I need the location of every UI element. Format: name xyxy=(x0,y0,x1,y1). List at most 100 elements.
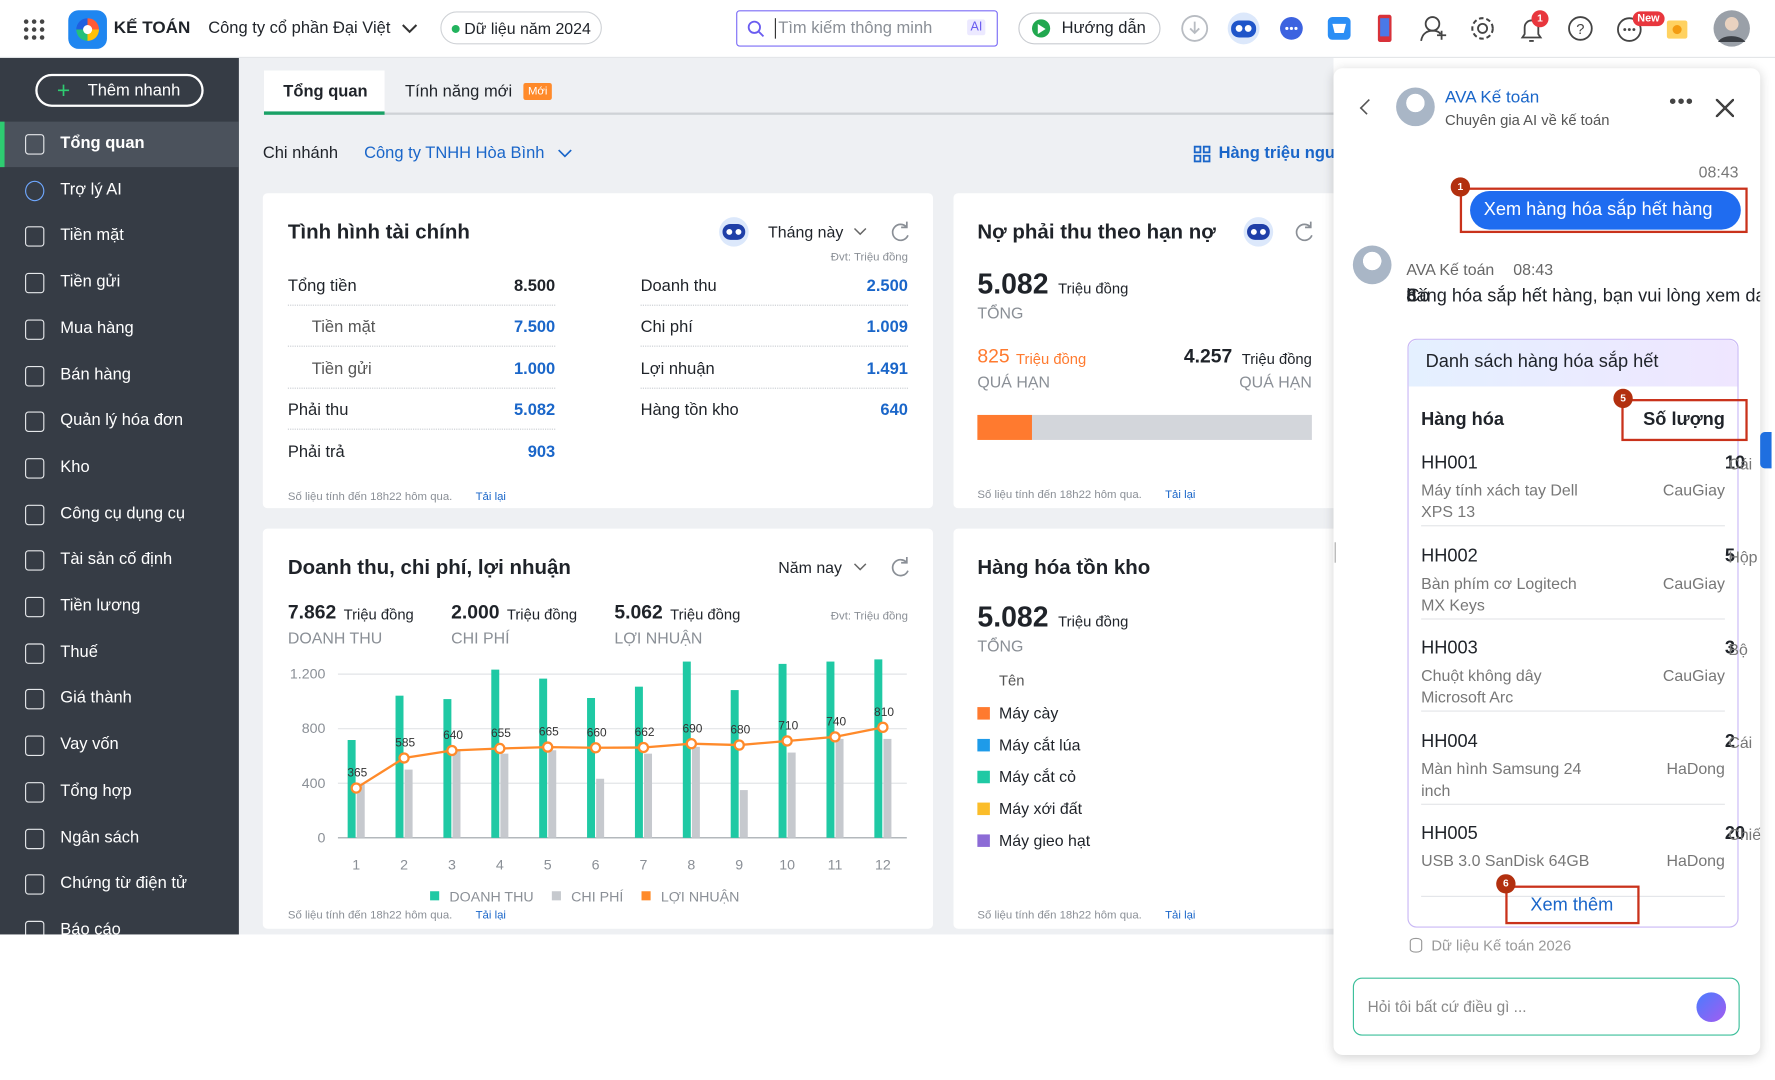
menu-item[interactable]: Giá thành xyxy=(0,677,239,722)
menu-item[interactable]: Kho xyxy=(0,446,239,491)
tab-active[interactable]: Tổng quan xyxy=(263,70,385,115)
menu-icon xyxy=(25,272,45,294)
search-placeholder: Tìm kiếm thông minh xyxy=(774,18,932,39)
segment-unit: Triệu đồng xyxy=(1241,350,1312,368)
x-tick-label: 9 xyxy=(735,858,743,874)
total-label: TỔNG xyxy=(977,303,1024,322)
highlight-box[interactable] xyxy=(1505,885,1640,925)
menu-label: Báo cáo xyxy=(60,920,121,935)
summary-label: CHI PHÍ xyxy=(451,628,510,647)
qty-unit: Bộ xyxy=(1728,640,1748,659)
menu-label: Quản lý hóa đơn xyxy=(60,411,184,430)
menu-item[interactable]: Trợ lý AI xyxy=(0,168,239,213)
menu-item[interactable]: Tổng quan xyxy=(0,121,239,168)
menu-item[interactable]: Tài sản cố định xyxy=(0,538,239,583)
reload-link[interactable]: Tải lại xyxy=(1165,909,1196,922)
reload-link[interactable]: Tải lại xyxy=(475,909,506,922)
data-year-pill[interactable]: Dữ liệu năm 2024 xyxy=(440,11,602,45)
x-tick-label: 2 xyxy=(400,858,408,874)
menu-item[interactable]: Công cụ dụng cụ xyxy=(0,492,239,537)
menu-icon xyxy=(25,226,45,248)
menu-item[interactable]: Quản lý hóa đơn xyxy=(0,399,239,444)
total-unit: Triệu đồng xyxy=(1058,279,1129,297)
item-divider xyxy=(1421,803,1725,805)
finance-value: 1.000 xyxy=(513,360,556,379)
menu-item[interactable]: Chứng từ điện tử xyxy=(0,862,239,907)
view-more[interactable]: Xem thêm xyxy=(1530,895,1614,916)
menu-item[interactable]: Thuế xyxy=(0,631,239,676)
summary-unit: Triệu đồng xyxy=(343,605,414,623)
bar xyxy=(539,678,548,838)
refresh-icon xyxy=(891,221,909,242)
more-button[interactable]: ••• xyxy=(1669,89,1695,113)
menu-label: Kho xyxy=(60,458,90,477)
legend-swatch xyxy=(977,834,990,847)
menu-icon xyxy=(25,319,45,340)
period-select[interactable]: Tháng này xyxy=(768,222,844,242)
close-button[interactable] xyxy=(1715,98,1735,118)
chevron xyxy=(558,149,572,158)
side-tab[interactable] xyxy=(1760,431,1772,469)
finance-label: Phải thu xyxy=(287,401,349,420)
guide-button[interactable]: Hướng dẫn xyxy=(1018,12,1161,45)
qty-value: 20 xyxy=(1724,824,1746,844)
card-title: Nợ phải thu theo hạn nợ xyxy=(977,220,1216,244)
menu-item[interactable]: Ngân sách xyxy=(0,816,239,861)
search-box[interactable]: Tìm kiếm thông minh AI xyxy=(736,10,998,47)
bar xyxy=(778,663,787,838)
branch-value[interactable]: Công ty TNHH Hòa Bình xyxy=(364,144,545,163)
finance-value: 2.500 xyxy=(866,277,908,296)
receivables-card xyxy=(953,193,1341,509)
send-button[interactable] xyxy=(1696,992,1727,1022)
menu-icon xyxy=(25,828,45,849)
reload-link[interactable]: Tải lại xyxy=(475,491,506,504)
menu-item[interactable]: Báo cáo xyxy=(0,908,239,935)
app-grid-icon[interactable] xyxy=(23,18,46,41)
menu-icon xyxy=(25,411,45,433)
tab-underline xyxy=(263,112,1334,115)
row-divider xyxy=(640,387,908,389)
data-label: 365 xyxy=(347,766,367,780)
legend-swatch xyxy=(977,802,990,816)
unit-label: Đvt: Triệu đồng xyxy=(830,610,908,623)
y-tick-label: 0 xyxy=(318,830,326,846)
sidebar: + Thêm nhanh Tổng quan Trợ lý AI Tiền mặt T… xyxy=(0,57,239,935)
quick-add-button[interactable]: + Thêm nhanh xyxy=(35,73,204,107)
menu-item[interactable]: Tiền gửi xyxy=(0,260,239,305)
bar xyxy=(356,784,365,838)
menu-icon xyxy=(25,689,45,710)
menu-item[interactable]: Mua hàng xyxy=(0,307,239,352)
list-card-header xyxy=(1408,339,1738,387)
data-label: 740 xyxy=(826,715,846,729)
item-name: Màn hình Samsung 24 inch xyxy=(1421,758,1582,799)
refresh-icon xyxy=(891,557,909,577)
company-name[interactable]: Công ty cổ phần Đại Việt xyxy=(208,19,391,38)
period-select[interactable]: Năm nay xyxy=(778,558,843,577)
unit-label: Đvt: Triệu đồng xyxy=(830,251,908,264)
menu-item[interactable]: Vay vốn xyxy=(0,723,239,768)
menu-item[interactable]: Tiền mặt xyxy=(0,214,239,259)
menu-item[interactable]: Tiền lương xyxy=(0,584,239,629)
app-logo[interactable] xyxy=(68,10,107,49)
active-indicator xyxy=(0,121,5,168)
chat-input[interactable] xyxy=(1352,977,1740,1036)
quick-add-label: Thêm nhanh xyxy=(87,81,181,101)
back-button[interactable] xyxy=(1359,98,1376,115)
menu-item[interactable]: Bán hàng xyxy=(0,353,239,398)
qty-value: 5 xyxy=(1724,546,1736,566)
toolbar-icons[interactable]: ? xyxy=(1172,6,1775,51)
finance-label: Doanh thu xyxy=(640,277,717,296)
bar xyxy=(835,738,844,838)
play-triangle xyxy=(1037,23,1046,35)
promo-text[interactable]: Hàng triệu ngu xyxy=(1218,144,1335,163)
reload-link[interactable]: Tải lại xyxy=(1165,488,1196,502)
item-name: USB 3.0 SanDisk 64GB xyxy=(1421,851,1590,870)
legend-label: Máy cắt lúa xyxy=(998,735,1081,754)
tab-label[interactable]: Tính năng mới xyxy=(405,82,513,102)
legend-label: DOANH THU xyxy=(449,889,533,905)
menu-label: Tổng quan xyxy=(60,134,145,153)
menu-item[interactable]: Tổng hợp xyxy=(0,769,239,814)
bar xyxy=(739,790,748,838)
legend-label: Máy cắt cỏ xyxy=(998,767,1077,786)
qty-value: 2 xyxy=(1724,731,1736,751)
